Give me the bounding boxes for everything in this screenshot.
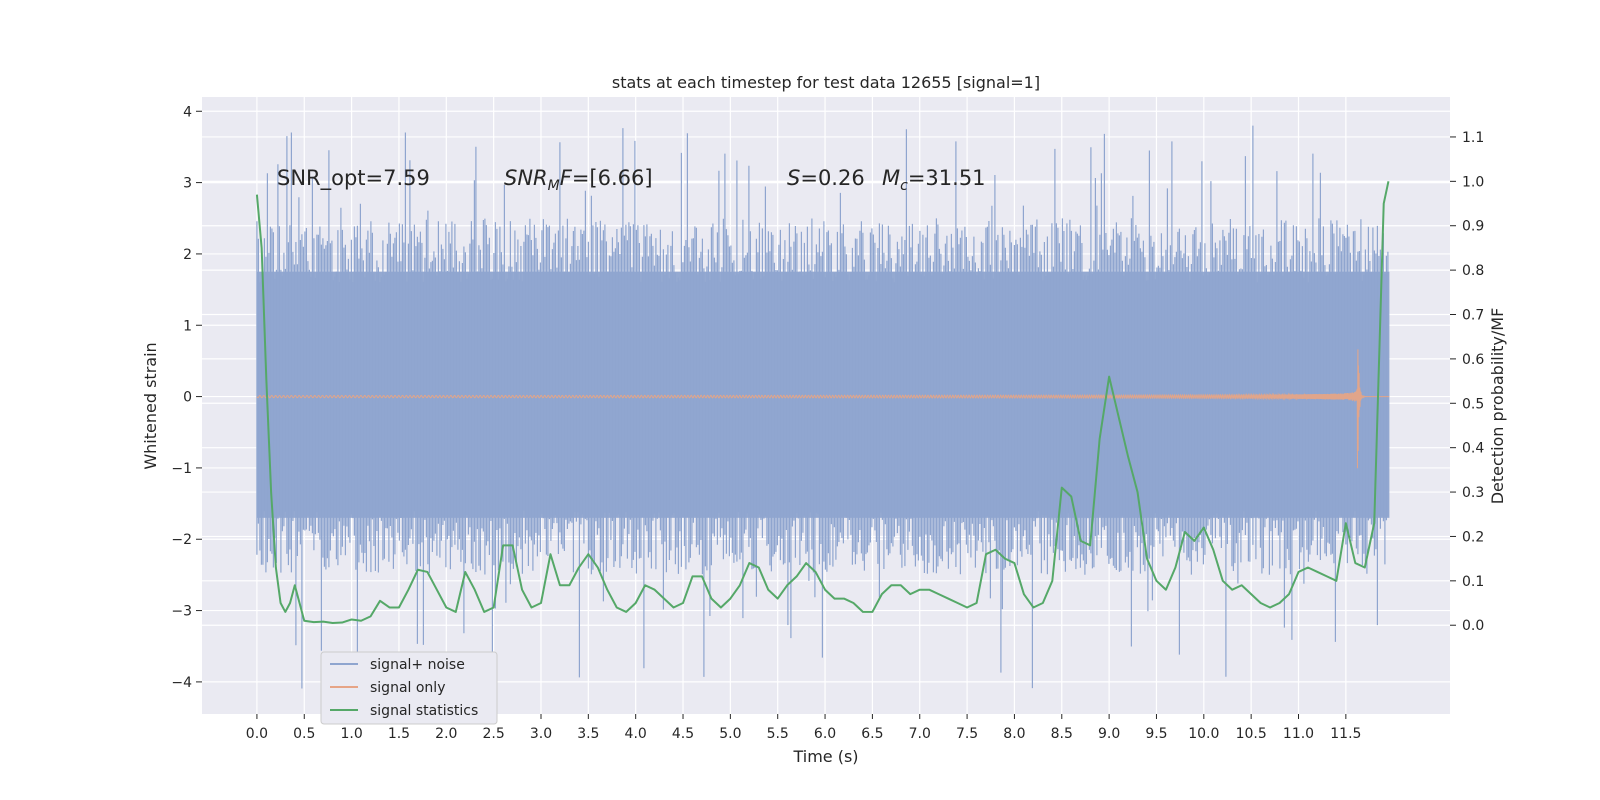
y2-tick-label: 1.0: [1462, 174, 1484, 190]
y2-tick-label: 0.2: [1462, 529, 1484, 545]
y2-tick-label: 0.8: [1462, 263, 1484, 279]
y-tick-label: 1: [183, 318, 192, 334]
y-tick-label: 4: [183, 104, 192, 120]
x-tick-label: 10.5: [1236, 726, 1267, 742]
y2-tick-label: 0.1: [1462, 574, 1484, 590]
x-tick-label: 3.0: [530, 726, 552, 742]
y-tick-label: 2: [183, 247, 192, 263]
y-tick-label: 3: [183, 176, 192, 192]
y-axis-ticks: −4 −3 −2 −1 0 1 2 3 4: [171, 104, 202, 691]
annotation-snr-mf-value: =[6.66]: [572, 166, 653, 190]
x-tick-label: 6.5: [861, 726, 883, 742]
signal-statistics-series: [255, 181, 1390, 624]
legend-label-noise: signal+ noise: [370, 657, 465, 673]
y-tick-label: −3: [171, 604, 192, 620]
x-axis-label: Time (s): [792, 747, 858, 766]
annotation-mc-value: =31.51: [908, 166, 986, 190]
x-tick-label: 1.5: [388, 726, 410, 742]
y-tick-label: −1: [171, 461, 192, 477]
x-tick-label: 4.5: [672, 726, 694, 742]
x-tick-label: 9.5: [1145, 726, 1167, 742]
x-tick-label: 2.0: [435, 726, 457, 742]
x-tick-label: 8.5: [1051, 726, 1073, 742]
y-tick-label: −4: [171, 675, 192, 691]
annotation-s-main: S: [787, 166, 800, 190]
y2-tick-label: 0.3: [1462, 485, 1484, 501]
y-axis-label: Whitened strain: [141, 342, 160, 469]
x-tick-label: 10.0: [1188, 726, 1219, 742]
x-tick-label: 0.5: [293, 726, 315, 742]
y2-tick-label: 0.0: [1462, 618, 1484, 634]
annotation-mc: Mc=31.51: [882, 166, 986, 194]
chart-title: stats at each timestep for test data 126…: [612, 73, 1040, 92]
x-tick-label: 9.0: [1098, 726, 1120, 742]
signal-only-line: [256, 349, 1390, 469]
x-tick-label: 3.5: [577, 726, 599, 742]
x-tick-label: 6.0: [814, 726, 836, 742]
y2-axis-ticks: 0.0 0.1 0.2 0.3 0.4 0.5 0.6 0.7 0.8 0.9 1.0 1.1: [1450, 130, 1484, 634]
legend-box: [320, 651, 498, 725]
annotation-snr-mf-main: SNR: [504, 166, 548, 190]
annotation-s-value: =0.26: [800, 166, 864, 190]
x-tick-label: 2.5: [483, 726, 505, 742]
annotation-mc-main: M: [882, 166, 900, 190]
y2-axis-label: Detection probability/MF: [1488, 308, 1507, 505]
y-tick-label: −2: [171, 532, 192, 548]
statistics-line: [255, 181, 1390, 624]
x-tick-label: 4.0: [625, 726, 647, 742]
annotation-snr-mf: SNRMF=[6.66]: [504, 166, 653, 194]
y2-tick-label: 0.6: [1462, 352, 1484, 368]
x-tick-label: 5.5: [767, 726, 789, 742]
annotation-snr-mf-f: F: [560, 166, 573, 190]
y2-tick-label: 1.1: [1462, 130, 1484, 146]
x-tick-label: 7.5: [956, 726, 978, 742]
legend-label-signal-only: signal only: [370, 680, 445, 696]
y-tick-label: 0: [183, 390, 192, 406]
x-axis-ticks: 0.0 0.5 1.0 1.5 2.0 2.5 3.0 3.5 4.0 4.5 5.0 5.5 6.0 6…: [246, 714, 1361, 742]
y2-tick-label: 0.7: [1462, 308, 1484, 324]
y2-tick-label: 0.9: [1462, 219, 1484, 235]
y2-tick-label: 0.5: [1462, 396, 1484, 412]
y2-tick-label: 0.4: [1462, 441, 1484, 457]
legend: signal+ noise signal only signal statist…: [320, 651, 498, 725]
x-tick-label: 0.0: [246, 726, 268, 742]
annotation-mc-sub: c: [900, 178, 908, 194]
annotation-snr-mf-sub: M: [548, 178, 560, 194]
x-tick-label: 1.0: [340, 726, 362, 742]
x-tick-label: 8.0: [1003, 726, 1025, 742]
x-tick-label: 11.0: [1283, 726, 1314, 742]
x-tick-label: 11.5: [1330, 726, 1361, 742]
signal-only-series: [256, 349, 1390, 469]
x-tick-label: 5.0: [719, 726, 741, 742]
annotation-s: S=0.26: [787, 166, 865, 190]
legend-label-statistics: signal statistics: [370, 703, 478, 719]
annotation-snr-opt: SNR_opt=7.59: [277, 166, 430, 191]
noise-series: [256, 125, 1390, 689]
x-tick-label: 7.0: [909, 726, 931, 742]
